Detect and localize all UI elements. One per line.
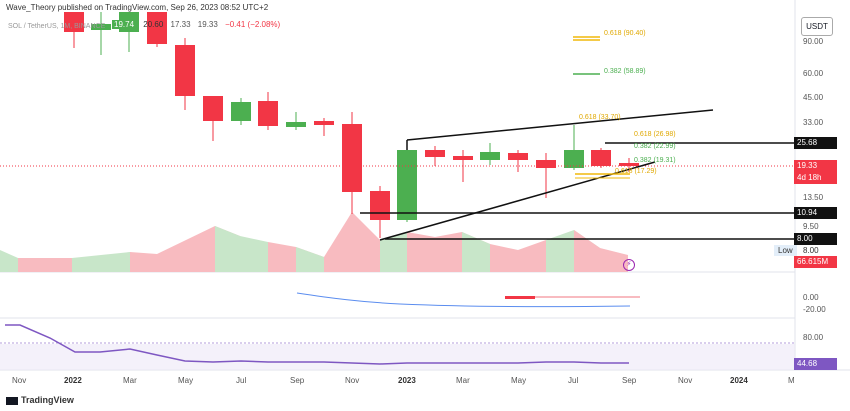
fib-label: 0.382 (19.31) (634, 157, 676, 164)
price-tick: 45.00 (803, 93, 824, 102)
time-tick: Nov (345, 376, 360, 385)
time-tick: 2024 (730, 376, 748, 385)
time-tick: Sep (622, 376, 637, 385)
time-tick: Jul (236, 376, 247, 385)
low-value: 17.33 (170, 20, 191, 29)
rsi-tick: 80.00 (803, 333, 824, 342)
price-tick: 33.00 (803, 118, 824, 127)
low-value-tag: 8.00 (803, 246, 819, 255)
support-tag: 10.94 (794, 207, 837, 219)
volume-tag: 66.615M (794, 256, 837, 268)
ohlc-readout: 19.74 20.60 17.33 19.33 −0.41 (−2.08%) (112, 20, 285, 29)
tradingview-logo: TradingView (6, 395, 74, 405)
high-value: 20.60 (143, 20, 164, 29)
price-tick: 9.50 (803, 222, 819, 231)
fib-label: 0.618 (90.40) (604, 30, 646, 37)
close-value: 19.33 (197, 20, 218, 29)
symbol-label: SOL / TetherUS, 1M, BINANCE (8, 23, 106, 30)
time-tick: Sep (290, 376, 305, 385)
price-tick: 13.50 (803, 193, 824, 202)
time-tick: 2023 (398, 376, 416, 385)
currency-button[interactable]: USDT (801, 17, 833, 36)
fib-label: 0.618 (17.29) (615, 168, 657, 175)
price-tick: 90.00 (803, 37, 824, 46)
fib-label: 0.382 (22.99) (634, 143, 676, 150)
open-value: 19.74 (112, 20, 137, 29)
footer-text: TradingView (21, 395, 74, 405)
time-tick: May (511, 376, 527, 385)
rsi-value-tag: 44.68 (794, 358, 837, 370)
price-tick: 60.00 (803, 69, 824, 78)
time-tick: Jul (568, 376, 579, 385)
events-icon[interactable]: ⚡ (623, 259, 635, 271)
time-tick: Mar (123, 376, 137, 385)
macd-pane (296, 292, 640, 308)
time-tick: Nov (678, 376, 693, 385)
countdown-tag: 4d 18h (794, 172, 837, 184)
fib-label: 0.618 (33.70) (579, 114, 621, 121)
time-tick: 2022 (64, 376, 82, 385)
current-price-tag: 19.33 (794, 160, 837, 172)
low-label: Low (774, 245, 797, 256)
time-tick: Nov (12, 376, 27, 385)
fib-label: 0.618 (26.98) (634, 131, 676, 138)
publisher-line: Wave_Theory published on TradingView.com… (6, 3, 269, 12)
time-tick: M (788, 376, 795, 385)
rsi-pane (0, 324, 795, 370)
resistance-tag: 25.68 (794, 137, 837, 149)
change-value: −0.41 (−2.08%) (225, 20, 281, 29)
volume-bars (0, 212, 628, 272)
low-line-tag: 8.00 (794, 233, 837, 245)
macd-tick: 0.00 (803, 293, 819, 302)
time-tick: Mar (456, 376, 470, 385)
macd-tick: -20.00 (803, 305, 826, 314)
tradingview-icon (6, 396, 18, 405)
fib-label: 0.382 (58.89) (604, 68, 646, 75)
time-tick: May (178, 376, 194, 385)
trendlines[interactable] (379, 109, 714, 241)
